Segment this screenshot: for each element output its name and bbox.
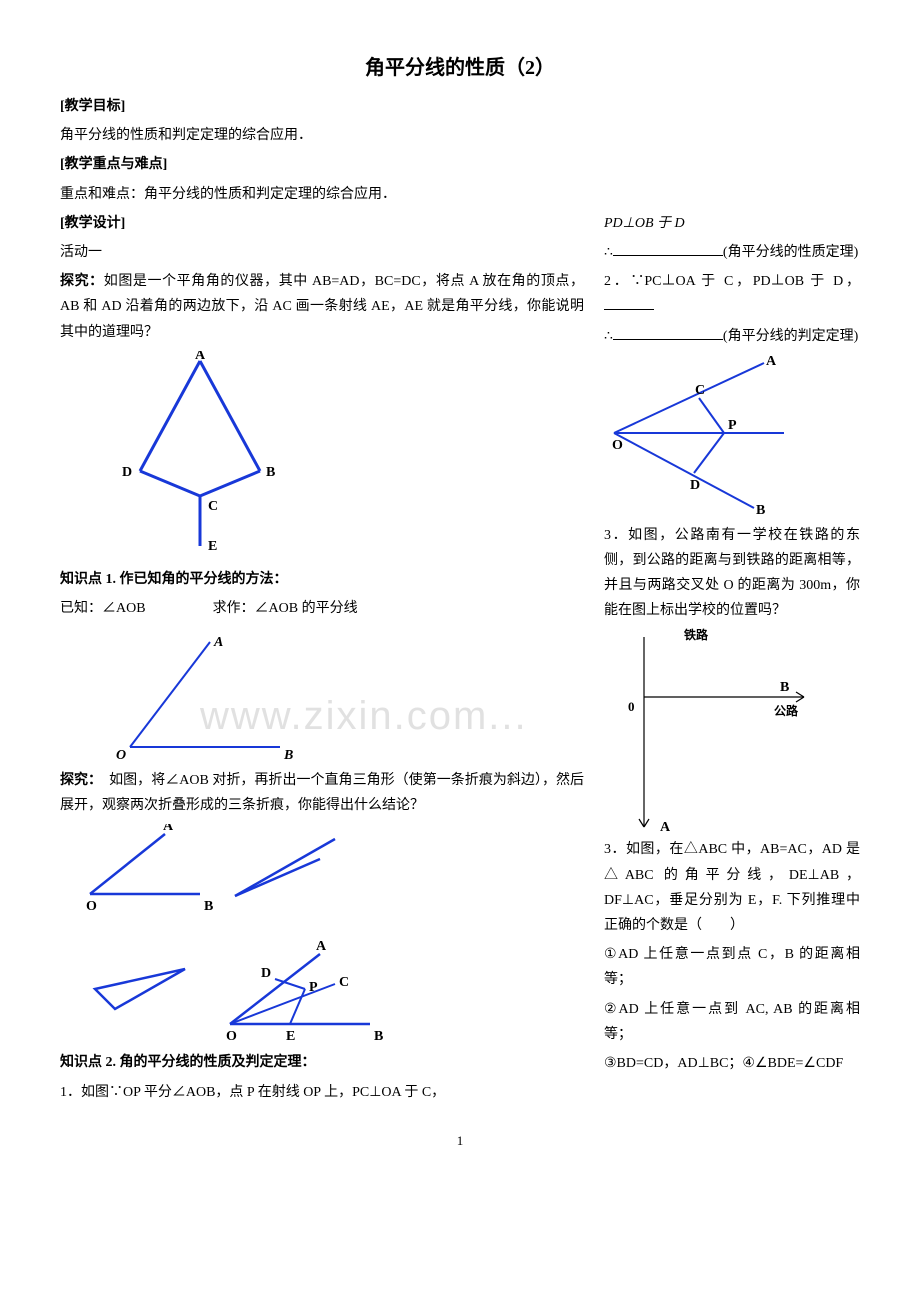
svg-text:A: A (195, 351, 206, 363)
r1: PD⊥OB 于 D (604, 211, 860, 236)
q3-text: 3．如图，公路南有一学校在铁路的东侧，到公路的距离与到铁路的距离相等，并且与两路… (604, 523, 860, 624)
kp2-item1: 1．如图∵OP 平分∠AOB，点 P 在射线 OP 上，PC⊥OA 于 C， (60, 1080, 584, 1105)
svg-text:B: B (374, 1029, 383, 1044)
blank-1 (613, 242, 723, 256)
svg-text:E: E (286, 1029, 295, 1044)
r4a: ∴ (604, 329, 613, 344)
page-title: 角平分线的性质（2） (60, 50, 860, 86)
explore1-text: 如图是一个平角角的仪器，其中 AB=AD，BC=DC，将点 A 放在角的顶点，A… (60, 274, 584, 339)
angle-aob-figure: O A B (110, 627, 584, 762)
svg-text:D: D (261, 966, 271, 981)
svg-text:B: B (283, 748, 293, 762)
blank-3 (613, 326, 723, 340)
svg-text:C: C (695, 383, 705, 398)
objective-label: [教学目标] (60, 99, 125, 114)
objective-text: 角平分线的性质和判定定理的综合应用． (60, 123, 860, 148)
opt1: ①AD 上任意一点到点 C，B 的距离相等； (604, 942, 860, 992)
svg-text:O: O (86, 899, 97, 914)
kp1-ask: 求作：∠AOB 的平分线 (213, 601, 358, 616)
design-label: [教学设计] (60, 216, 125, 231)
explore2-label: 探究： (60, 773, 95, 788)
blank-2 (604, 296, 654, 310)
svg-text:C: C (339, 975, 349, 990)
svg-text:E: E (208, 539, 217, 554)
kp1-given: 已知：∠AOB (60, 601, 146, 616)
r3: 2．∵PC⊥OA 于 C，PD⊥OB 于 D， (604, 274, 860, 289)
opt2: ②AD 上任意一点到 AC, AB 的距离相等； (604, 997, 860, 1047)
activity1-label: 活动一 (60, 240, 584, 265)
svg-text:A: A (766, 354, 777, 369)
svg-text:B: B (266, 465, 275, 480)
svg-text:公路: 公路 (774, 703, 799, 718)
roads-figure: 0 A B 铁路公路 (604, 627, 860, 837)
svg-text:铁路: 铁路 (684, 627, 709, 642)
svg-text:A: A (316, 939, 327, 954)
r4b: (角平分线的判定定理) (723, 329, 858, 344)
kite-figure: A D B C E (110, 351, 584, 561)
keydiff-label: [教学重点与难点] (60, 157, 167, 172)
svg-text:O: O (226, 1029, 237, 1044)
svg-text:O: O (612, 438, 623, 453)
svg-text:C: C (208, 499, 218, 514)
right-column: PD⊥OB 于 D ∴ (角平分线的性质定理) 2．∵PC⊥OA 于 C，PD⊥O… (600, 211, 860, 1109)
kp1-label: 知识点 1. 作已知角的平分线的方法： (60, 572, 288, 587)
svg-text:D: D (122, 465, 132, 480)
r2a: ∴ (604, 245, 613, 260)
fold-figures: O A B O A B E D P C (70, 824, 584, 1044)
svg-text:O: O (116, 748, 126, 762)
svg-text:A: A (163, 824, 174, 834)
explore-label: 探究： (60, 274, 104, 289)
opt3: ③BD=CD，AD⊥BC；④∠BDE=∠CDF (604, 1051, 860, 1076)
svg-text:B: B (204, 899, 213, 914)
svg-text:P: P (728, 418, 737, 433)
svg-text:A: A (213, 635, 223, 650)
page-number: 1 (60, 1129, 860, 1152)
keydiff-text: 重点和难点：角平分线的性质和判定定理的综合应用． (60, 182, 860, 207)
opcd-figure: O A B C D P (604, 353, 860, 523)
kp2-label: 知识点 2. 角的平分线的性质及判定定理： (60, 1055, 316, 1070)
r2b: (角平分线的性质定理) (723, 245, 858, 260)
svg-text:0: 0 (628, 699, 635, 714)
svg-text:D: D (690, 478, 700, 493)
explore2-text: 如图，将∠AOB 对折，再折出一个直角三角形（使第一条折痕为斜边），然后展开，观… (60, 773, 584, 813)
svg-text:B: B (780, 680, 789, 695)
svg-text:B: B (756, 503, 765, 518)
q3b-text: 3．如图，在△ABC 中，AB=AC，AD 是△ABC 的角平分线，DE⊥AB，… (604, 837, 860, 938)
svg-text:P: P (309, 980, 318, 995)
svg-text:A: A (660, 820, 671, 835)
left-column: [教学设计] 活动一 探究：如图是一个平角角的仪器，其中 AB=AD，BC=DC… (60, 211, 600, 1109)
